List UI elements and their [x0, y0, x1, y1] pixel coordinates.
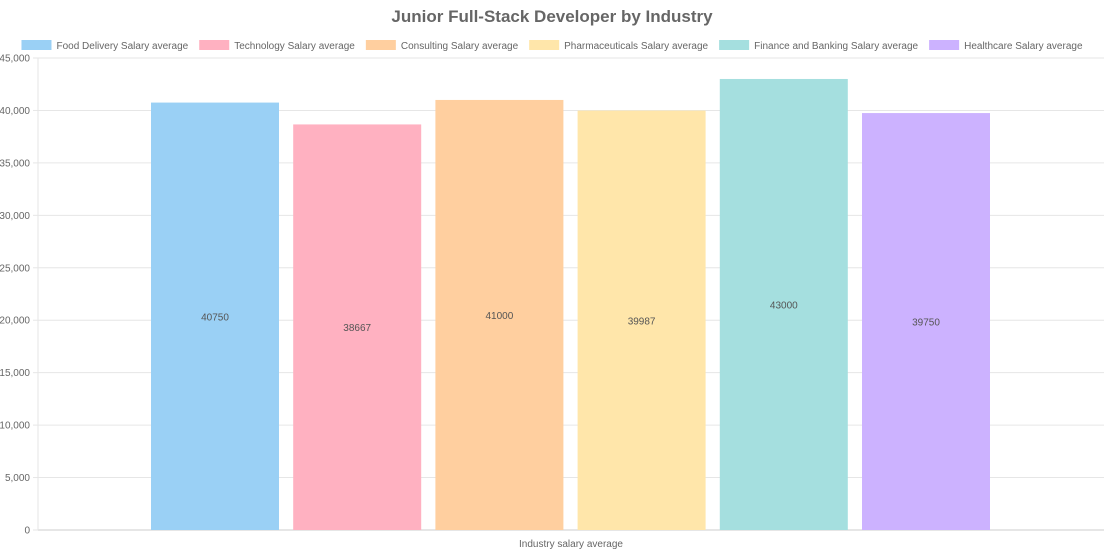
legend-swatch [365, 40, 396, 50]
legend-item[interactable]: Technology Salary average [199, 40, 355, 52]
legend-item[interactable]: Pharmaceuticals Salary average [529, 40, 709, 52]
legend-swatch [21, 40, 52, 50]
bar-value-label: 39750 [912, 318, 940, 329]
x-axis: Industry salary average [519, 539, 623, 550]
y-tick-label: 45,000 [0, 54, 30, 65]
y-tick-label: 0 [24, 526, 30, 537]
legend-swatch [929, 40, 960, 50]
y-tick-label: 10,000 [0, 421, 30, 432]
y-tick-label: 20,000 [0, 316, 30, 327]
bar-value-label: 40750 [201, 312, 229, 323]
y-tick-label: 35,000 [0, 158, 30, 169]
y-tick-label: 15,000 [0, 368, 30, 379]
bar[interactable] [862, 113, 990, 531]
legend: Food Delivery Salary average Technology S… [21, 40, 1083, 52]
bar[interactable] [577, 110, 706, 530]
bar[interactable] [719, 78, 848, 530]
legend-label: Food Delivery Salary average [56, 41, 188, 52]
bar[interactable] [151, 102, 279, 531]
legend-item[interactable]: Finance and Banking Salary average [719, 40, 919, 52]
chart-title: Junior Full-Stack Developer by Industry [391, 7, 713, 26]
legend-swatch [199, 40, 230, 50]
x-category-label: Industry salary average [519, 539, 623, 550]
bars [151, 78, 990, 531]
value-labels: 40750 38667 41000 39987 43000 39750 [201, 300, 940, 334]
legend-label: Pharmaceuticals Salary average [564, 41, 708, 52]
bar-value-label: 43000 [770, 300, 798, 311]
legend-label: Healthcare Salary average [964, 41, 1083, 52]
y-tick-label: 5,000 [5, 473, 30, 484]
legend-swatch [529, 40, 560, 50]
y-tick-label: 30,000 [0, 211, 30, 222]
y-axis: 0 5,000 10,000 15,000 20,000 25,000 30,000 35,0… [0, 54, 39, 537]
legend-label: Consulting Salary average [401, 41, 519, 52]
legend-item[interactable]: Consulting Salary average [365, 40, 519, 52]
legend-item[interactable]: Healthcare Salary average [929, 40, 1083, 52]
bar-value-label: 39987 [628, 316, 656, 327]
legend-label: Finance and Banking Salary average [754, 41, 918, 52]
y-tick-label: 25,000 [0, 263, 30, 274]
bar[interactable] [435, 99, 564, 530]
bar-value-label: 38667 [343, 323, 371, 334]
legend-label: Technology Salary average [234, 41, 355, 52]
legend-item[interactable]: Food Delivery Salary average [21, 40, 189, 52]
y-tick-label: 40,000 [0, 106, 30, 117]
bar[interactable] [293, 124, 422, 530]
bar-value-label: 41000 [485, 311, 513, 322]
legend-swatch [719, 40, 750, 50]
